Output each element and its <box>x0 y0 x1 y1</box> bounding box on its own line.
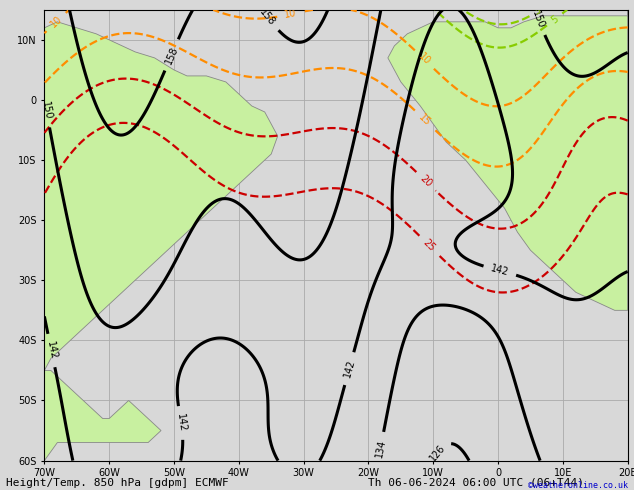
Polygon shape <box>44 22 278 461</box>
Text: 20: 20 <box>418 173 434 189</box>
Text: 158: 158 <box>258 7 277 27</box>
Text: 150: 150 <box>531 9 547 29</box>
Text: 10: 10 <box>417 52 432 68</box>
Text: 142: 142 <box>342 358 356 379</box>
Text: 126: 126 <box>428 442 448 463</box>
Text: Height/Temp. 850 hPa [gdpm] ECMWF: Height/Temp. 850 hPa [gdpm] ECMWF <box>6 478 229 488</box>
Text: 3: 3 <box>533 5 543 17</box>
Text: 142: 142 <box>489 264 510 278</box>
Text: ©weatheronline.co.uk: ©weatheronline.co.uk <box>527 481 628 490</box>
Text: 10: 10 <box>48 14 64 30</box>
Text: 10: 10 <box>283 8 297 21</box>
Text: 142: 142 <box>44 341 58 361</box>
Polygon shape <box>388 10 628 310</box>
Text: 142: 142 <box>175 413 188 433</box>
Text: Th 06-06-2024 06:00 UTC (06+T44): Th 06-06-2024 06:00 UTC (06+T44) <box>368 478 584 488</box>
Text: 15: 15 <box>417 112 432 127</box>
Text: 5: 5 <box>549 14 560 25</box>
Text: 134: 134 <box>374 439 387 459</box>
Text: 158: 158 <box>164 45 180 65</box>
Text: 25: 25 <box>421 237 437 253</box>
Text: 150: 150 <box>40 101 53 121</box>
